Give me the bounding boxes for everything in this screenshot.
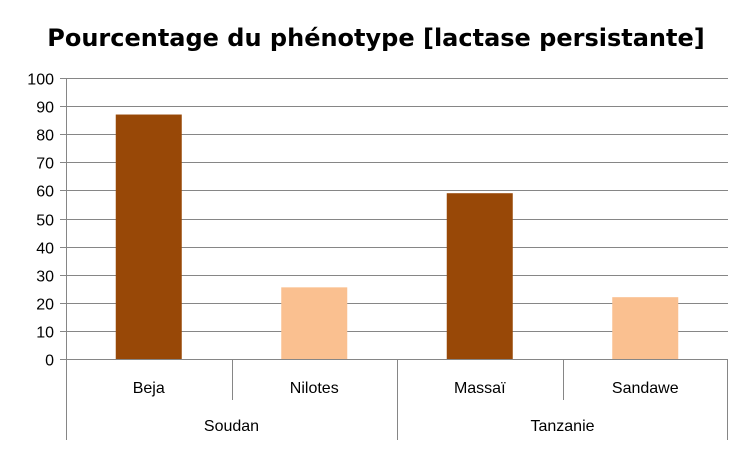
group-label: Soudan bbox=[204, 418, 259, 435]
bar-nilotes bbox=[281, 287, 348, 359]
y-tick-label: 30 bbox=[36, 269, 54, 286]
bar-massaï bbox=[446, 193, 513, 359]
y-tick-label: 40 bbox=[36, 241, 54, 258]
category-label: Sandawe bbox=[612, 380, 679, 397]
bar-sandawe bbox=[612, 297, 679, 359]
y-tick-label: 100 bbox=[27, 72, 54, 89]
y-tick-label: 90 bbox=[36, 100, 54, 117]
y-tick-label: 70 bbox=[36, 156, 54, 173]
y-tick-label: 60 bbox=[36, 184, 54, 201]
chart-title: Pourcentage du phénotype [lactase persis… bbox=[47, 24, 705, 52]
y-tick-label: 20 bbox=[36, 297, 54, 314]
category-label: Nilotes bbox=[290, 380, 339, 397]
group-label: Tanzanie bbox=[530, 418, 594, 435]
y-tick-label: 10 bbox=[36, 325, 54, 342]
category-labels: Beja Nilotes Massaï Sandawe bbox=[133, 380, 679, 397]
y-tick-labels: 0 10 20 30 40 50 60 70 80 90 100 bbox=[27, 72, 54, 370]
category-label: Massaï bbox=[454, 380, 506, 397]
bar-beja bbox=[115, 114, 182, 359]
y-tick-label: 0 bbox=[45, 353, 54, 370]
y-tick-label: 80 bbox=[36, 128, 54, 145]
category-label: Beja bbox=[133, 380, 165, 397]
y-tick-label: 50 bbox=[36, 213, 54, 230]
axes bbox=[60, 78, 728, 440]
bars bbox=[115, 114, 679, 359]
group-labels: Soudan Tanzanie bbox=[204, 418, 595, 435]
